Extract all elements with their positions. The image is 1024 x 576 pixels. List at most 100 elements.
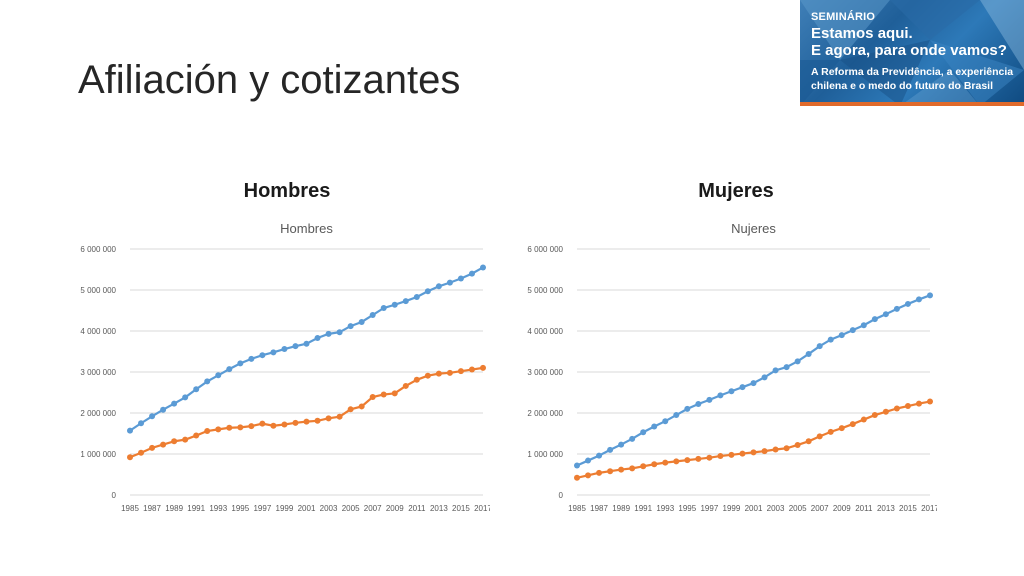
slide-title: Afiliación y cotizantes	[78, 58, 461, 102]
data-point	[629, 465, 636, 472]
data-point	[204, 428, 211, 435]
y-tick-label: 6 000 000	[80, 245, 116, 254]
data-point	[424, 372, 431, 379]
x-tick-label: 2003	[320, 504, 338, 513]
banner-background-pattern	[800, 0, 1024, 106]
x-tick-label: 2009	[833, 504, 851, 513]
x-tick-label: 2007	[364, 504, 382, 513]
x-tick-label: 2011	[408, 504, 426, 513]
data-point	[574, 474, 580, 481]
data-point	[336, 329, 343, 336]
data-point	[259, 420, 266, 427]
data-point	[739, 384, 746, 391]
data-point	[435, 283, 442, 290]
data-point	[772, 446, 779, 453]
data-point	[849, 327, 856, 334]
data-point	[380, 391, 387, 398]
data-point	[457, 368, 464, 375]
y-tick-label: 5 000 000	[527, 286, 563, 295]
data-point	[794, 441, 801, 448]
data-point	[607, 468, 614, 475]
data-point	[127, 427, 133, 434]
x-tick-label: 1989	[165, 504, 183, 513]
banner-headline-1: Estamos aqui.	[811, 25, 913, 42]
data-point	[480, 264, 486, 271]
data-point	[193, 432, 200, 439]
data-point	[882, 311, 889, 318]
x-tick-label: 1987	[590, 504, 608, 513]
x-tick-label: 1985	[568, 504, 586, 513]
data-point	[325, 415, 332, 422]
data-point	[391, 301, 398, 308]
data-point	[215, 372, 222, 379]
chart-title: Nujeres	[731, 221, 776, 236]
data-point	[893, 305, 900, 312]
data-point	[314, 417, 321, 424]
data-point	[303, 340, 310, 347]
data-point	[138, 449, 145, 456]
data-point	[662, 418, 669, 425]
data-point	[651, 461, 658, 468]
data-point	[838, 425, 845, 432]
data-point	[596, 469, 603, 476]
data-point	[369, 394, 376, 401]
y-tick-label: 1 000 000	[80, 450, 116, 459]
data-point	[750, 380, 757, 387]
data-point	[860, 416, 867, 423]
x-tick-label: 2017	[921, 504, 937, 513]
data-point	[303, 418, 310, 425]
x-tick-label: 1995	[678, 504, 696, 513]
data-point	[794, 358, 801, 365]
x-tick-label: 2001	[298, 504, 316, 513]
data-point	[292, 419, 299, 426]
data-point	[717, 392, 724, 399]
data-point	[248, 355, 255, 362]
data-point	[171, 438, 178, 445]
data-point	[805, 350, 812, 357]
seminar-banner: SEMINÁRIO Estamos aqui. E agora, para on…	[800, 0, 1024, 106]
x-tick-label: 1999	[723, 504, 741, 513]
data-point	[281, 346, 288, 353]
data-point	[662, 459, 669, 466]
x-tick-label: 2013	[430, 504, 448, 513]
data-point	[706, 396, 713, 403]
x-tick-label: 2005	[789, 504, 807, 513]
y-tick-label: 3 000 000	[80, 368, 116, 377]
data-point	[904, 403, 911, 410]
data-point	[882, 408, 889, 415]
data-point	[127, 454, 133, 461]
panel-heading-hombres: Hombres	[243, 180, 331, 202]
banner-subtitle-1: A Reforma da Previdência, a experiência	[811, 66, 1014, 78]
x-tick-label: 2001	[745, 504, 763, 513]
data-point	[402, 382, 409, 389]
x-tick-label: 2015	[899, 504, 917, 513]
data-point	[270, 349, 277, 356]
data-point	[871, 316, 878, 323]
data-point	[413, 376, 420, 383]
x-tick-label: 1993	[656, 504, 674, 513]
x-tick-label: 2013	[877, 504, 895, 513]
data-point	[783, 364, 790, 371]
data-point	[772, 367, 779, 374]
data-point	[380, 305, 387, 312]
data-point	[761, 374, 768, 381]
data-point	[248, 423, 255, 430]
data-point	[750, 449, 757, 456]
data-point	[761, 448, 768, 455]
data-point	[480, 364, 486, 371]
data-point	[849, 421, 856, 428]
data-point	[149, 444, 156, 451]
x-tick-label: 2007	[811, 504, 829, 513]
x-tick-label: 1995	[231, 504, 249, 513]
x-tick-label: 2003	[767, 504, 785, 513]
x-tick-label: 2009	[386, 504, 404, 513]
data-point	[358, 403, 365, 410]
data-point	[618, 466, 625, 473]
data-point	[160, 441, 167, 448]
data-point	[435, 370, 442, 377]
data-point	[893, 405, 900, 412]
data-point	[424, 288, 431, 295]
data-point	[347, 323, 354, 330]
y-tick-label: 1 000 000	[527, 450, 563, 459]
data-point	[717, 453, 724, 460]
